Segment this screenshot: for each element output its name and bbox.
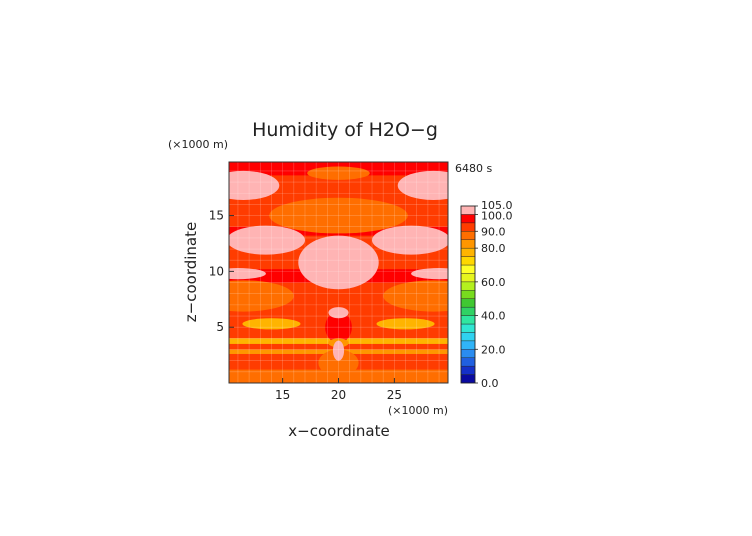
contour-region: [242, 318, 301, 330]
colorbar-swatch: [460, 357, 476, 367]
contour-region: [397, 170, 448, 200]
contour-region: [411, 268, 448, 280]
x-tick-label: 15: [275, 388, 290, 402]
y-tick-label: 10: [209, 264, 224, 278]
x-tick-label: 25: [387, 388, 402, 402]
colorbar-label: 60.0: [481, 276, 506, 289]
x-axis-label: x−coordinate: [288, 422, 389, 440]
colorbar-swatch: [460, 256, 476, 266]
y-axis-unit: (×1000 m): [168, 138, 228, 151]
colorbar-swatch: [460, 374, 476, 384]
x-axis-ticks: 15 20 25: [275, 378, 402, 402]
x-axis-unit: (×1000 m): [388, 404, 448, 417]
contour-region: [229, 225, 305, 255]
contour-region: [383, 280, 448, 312]
contour-region: [229, 268, 266, 280]
colorbar-label: 40.0: [481, 310, 506, 323]
time-label: 6480 s: [455, 162, 492, 175]
y-tick-label: 5: [216, 320, 224, 334]
contour-region: [376, 318, 435, 330]
colorbar-swatch: [460, 239, 476, 249]
contour-region: [328, 307, 349, 319]
y-tick-label: 15: [209, 209, 224, 223]
colorbar-swatch: [460, 281, 476, 291]
y-axis-label: z−coordinate: [182, 222, 200, 322]
contour-region: [332, 340, 345, 361]
contour-region: [325, 311, 352, 343]
colorbar-swatch: [460, 222, 476, 232]
y-axis-ticks: 5 10 15: [209, 209, 234, 334]
contour-region: [269, 197, 408, 234]
colorbar-swatch: [460, 298, 476, 308]
contour-region: [318, 349, 359, 377]
plot-grid: [229, 162, 448, 383]
colorbar-swatch: [460, 231, 476, 240]
colorbar-swatch: [460, 365, 476, 375]
colorbar-swatch: [460, 340, 476, 350]
contour-region: [229, 280, 294, 312]
contour-region: [229, 170, 280, 200]
colorbar-swatch: [460, 290, 476, 299]
contour-region: [298, 235, 379, 290]
colorbar-label: 80.0: [481, 242, 506, 255]
contour-band: [229, 369, 448, 383]
colorbar-swatch: [460, 247, 476, 257]
colorbar-label: 20.0: [481, 343, 506, 356]
colorbar-swatch: [460, 273, 476, 283]
colorbar-label: 100.0: [481, 209, 513, 222]
colorbar-swatch: [460, 349, 476, 358]
colorbar-swatch: [460, 205, 476, 215]
colorbar-swatch: [460, 306, 476, 316]
contour-region: [372, 225, 448, 255]
colorbar-frame: [460, 205, 476, 384]
colorbar-label: 0.0: [481, 377, 499, 390]
x-tick-label: 20: [331, 388, 346, 402]
colorbar-label: 105.0: [481, 199, 513, 212]
chart-title: Humidity of H2O−g: [252, 119, 438, 141]
colorbar-swatch: [460, 214, 476, 224]
colorbar-swatch: [460, 315, 476, 325]
colorbar-label: 90.0: [481, 225, 506, 238]
contour-region: [307, 166, 370, 180]
colorbar-swatch: [460, 332, 476, 342]
colorbar-swatch: [460, 264, 476, 274]
contour-field: [229, 162, 448, 383]
colorbar-swatch: [460, 323, 476, 333]
